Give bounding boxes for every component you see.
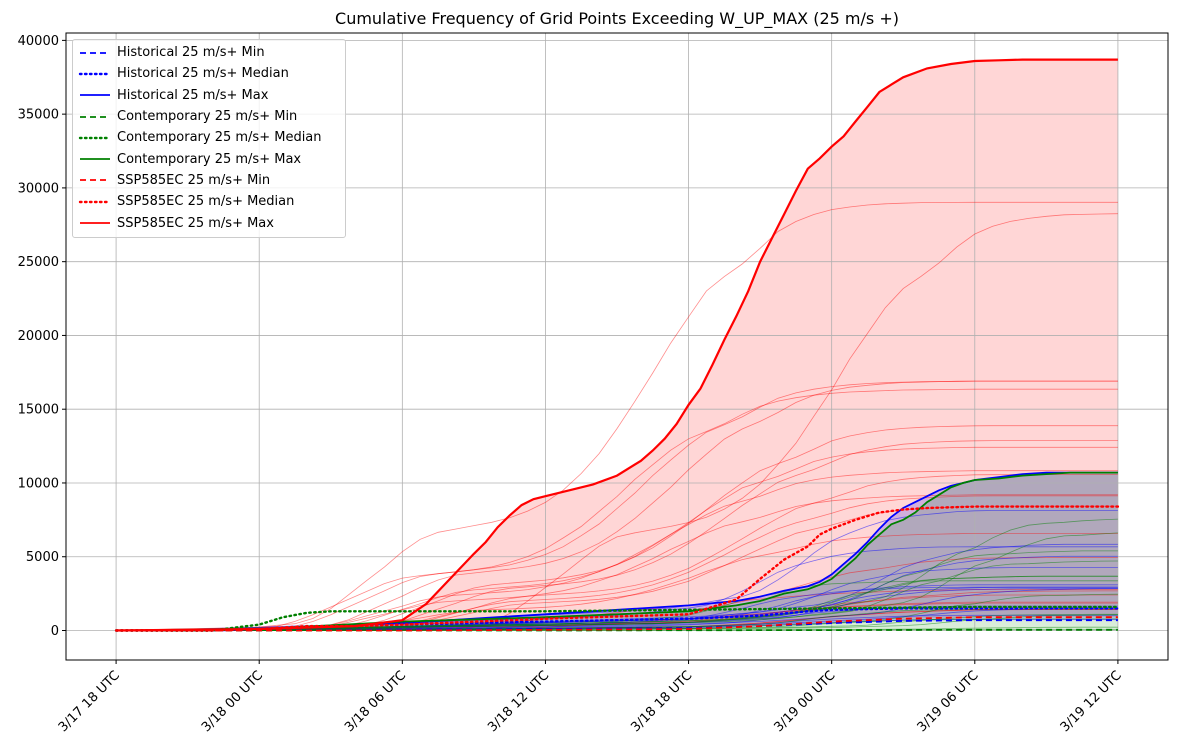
y-tick-label: 5000 [26,550,59,565]
envelope-contemporary [116,472,1118,631]
legend-label: Contemporary 25 m/s+ Median [117,130,322,146]
legend-item: Historical 25 m/s+ Min [73,42,345,63]
series-line-ssp585ec-max [116,58,1118,632]
legend-label: Historical 25 m/s+ Max [117,87,269,103]
x-tick-label: 3/19 00 UTC [771,668,838,735]
legend-swatch [78,136,112,140]
legend-swatch [80,222,110,224]
legend-item: Historical 25 m/s+ Max [73,85,345,106]
y-tick-label: 20000 [18,329,59,344]
x-tick-label: 3/18 00 UTC [199,668,266,735]
legend-swatch [80,51,110,54]
legend-label: Historical 25 m/s+ Min [117,45,265,61]
x-tick-label: 3/19 06 UTC [915,668,982,735]
series-line-ssp585ec-min [116,616,1118,632]
legend-swatch [80,115,110,118]
x-tick-label: 3/18 06 UTC [342,668,409,735]
legend-swatch [78,200,112,203]
legend-item: SSP585EC 25 m/s+ Max [73,212,345,233]
series-line-contemporary-max [116,471,1118,632]
x-tick-label: 3/18 12 UTC [485,668,552,735]
plot-frame [65,32,1169,661]
legend-item: SSP585EC 25 m/s+ Min [73,170,345,191]
legend-item: Contemporary 25 m/s+ Min [73,106,345,127]
legend-label: SSP585EC 25 m/s+ Max [117,215,274,231]
legend-swatch [80,94,110,97]
y-tick-label: 35000 [18,108,59,123]
y-tick-label: 15000 [18,403,59,418]
y-tick-label: 25000 [18,255,59,270]
envelope-historical [116,472,1118,631]
member-line-ssp585ec [116,388,1118,631]
series-line-historical-median [114,607,1120,632]
y-tick-label: 0 [51,624,59,639]
series-line-contemporary-median [114,605,1120,632]
y-tick-label: 40000 [18,34,59,49]
x-tick-label: 3/19 12 UTC [1058,668,1125,735]
legend: Historical 25 m/s+ Min Historical 25 m/s+… [72,39,346,238]
chart-title: Cumulative Frequency of Grid Points Exce… [335,9,899,29]
member-line-historical [116,510,1118,631]
legend-label: SSP585EC 25 m/s+ Median [117,194,295,210]
legend-item: Contemporary 25 m/s+ Max [73,148,345,169]
member-line-ssp585ec [116,201,1118,631]
x-tick-label: 3/18 18 UTC [628,668,695,735]
series-line-contemporary-min [116,628,1118,632]
legend-swatch [80,179,110,182]
x-tick-label: 3/17 18 UTC [56,668,123,735]
legend-swatch [80,158,110,161]
legend-label: Contemporary 25 m/s+ Max [117,151,302,167]
fill-layer [116,59,1118,631]
legend-item: Historical 25 m/s+ Median [73,63,345,84]
legend-label: SSP585EC 25 m/s+ Min [117,172,271,188]
y-tick-label: 10000 [18,476,59,491]
legend-item: Contemporary 25 m/s+ Median [73,127,345,148]
legend-item: SSP585EC 25 m/s+ Median [73,191,345,212]
envelope-ssp585ec [116,59,1118,631]
stat-lines-layer [114,58,1120,632]
legend-swatch [78,72,112,76]
legend-label: Historical 25 m/s+ Median [117,66,289,82]
y-tick-label: 30000 [18,181,59,196]
legend-label: Contemporary 25 m/s+ Min [117,109,298,125]
